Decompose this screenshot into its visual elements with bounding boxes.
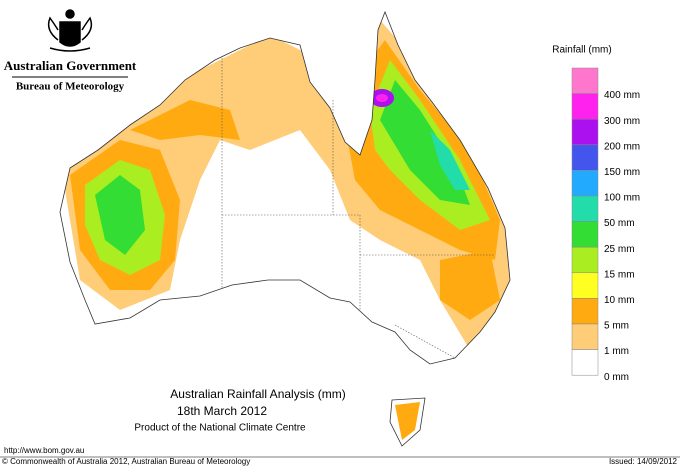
footer-copyright: © Commonwealth of Australia 2012, Austra… [2,457,250,466]
legend-label: 15 mm [604,269,635,280]
legend-swatch [571,67,599,94]
footer-url: http://www.bom.gov.au [4,446,84,455]
government-name: Australian Government [4,58,137,73]
legend-swatch [571,221,599,248]
legend-swatch [571,144,599,171]
legend-label: 1 mm [604,346,629,357]
legend-label: 5 mm [604,321,629,332]
legend-label: 10 mm [604,295,635,306]
coat-of-arms [47,9,93,52]
legend-label: 300 mm [604,116,640,127]
legend-swatch [571,246,599,274]
legend-swatch [571,93,599,120]
legend-swatch [571,323,599,350]
legend-swatch [571,298,599,325]
legend: 400 mm 300 mm 200 mm 150 mm 100 mm 50 mm 25 mm… [571,67,640,383]
legend-swatch [571,272,599,299]
legend-label: 200 mm [604,141,640,152]
legend-label: 50 mm [604,218,635,229]
legend-title: Rainfall (mm) [552,45,611,56]
legend-swatch [571,195,599,222]
legend-label: 150 mm [604,167,640,178]
legend-label: 0 mm [604,372,629,383]
map-date: 18th March 2012 [177,404,267,418]
legend-swatch [571,170,599,197]
map-title: Australian Rainfall Analysis (mm) [170,387,345,401]
agency-name: Bureau of Meteorology [16,81,125,93]
legend-swatch [571,349,599,376]
coastline [59,10,511,447]
legend-swatch [571,118,599,146]
legend-label: 100 mm [604,193,640,204]
footer-issued: Issued: 14/09/2012 [609,457,678,466]
legend-label: 25 mm [604,244,635,255]
map-credit: Product of the National Climate Centre [134,423,306,434]
state-borders [221,58,495,359]
legend-label: 400 mm [604,90,640,101]
